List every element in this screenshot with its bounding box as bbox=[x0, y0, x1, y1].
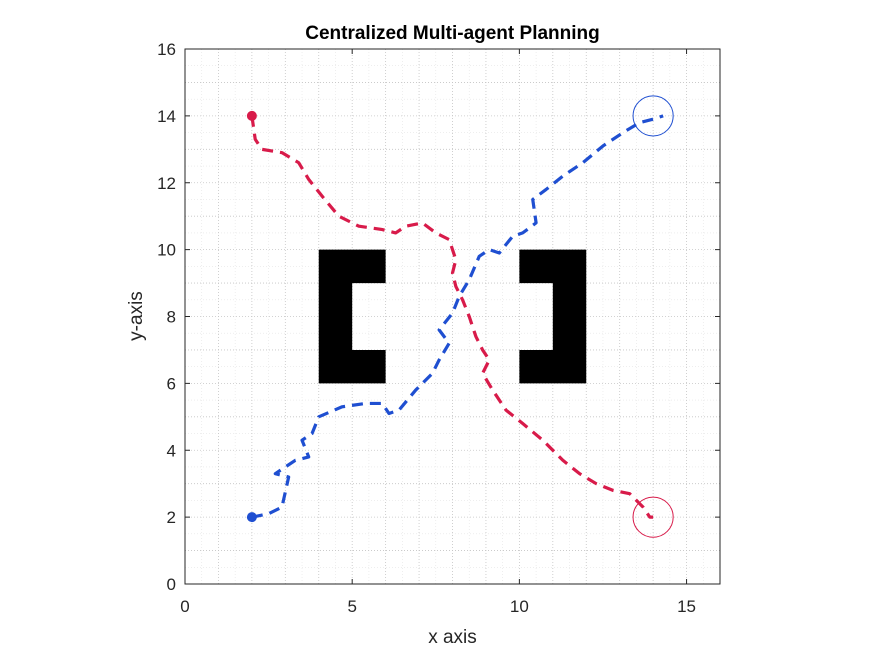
x-tick-label: 10 bbox=[510, 597, 529, 616]
y-tick-label: 10 bbox=[157, 241, 176, 260]
obstacle-left-bracket bbox=[318, 249, 386, 384]
chart-title: Centralized Multi-agent Planning bbox=[305, 23, 600, 44]
obstacle-right-bracket bbox=[519, 249, 587, 384]
trajectory-line-2 bbox=[251, 114, 664, 519]
grid bbox=[184, 48, 721, 585]
y-tick-label: 0 bbox=[167, 575, 176, 594]
obstacles bbox=[318, 249, 587, 384]
y-tick-label: 12 bbox=[157, 174, 176, 193]
trajectory-line-1 bbox=[250, 115, 654, 519]
goal-circle-2 bbox=[632, 95, 674, 137]
trajectories bbox=[246, 95, 674, 538]
y-tick-label: 6 bbox=[167, 374, 176, 393]
x-tick-label: 0 bbox=[180, 597, 189, 616]
axis-ticks: 0 5 10 15 0 2 4 6 8 10 12 14 16 bbox=[157, 40, 720, 616]
y-tick-label: 2 bbox=[167, 508, 176, 527]
x-tick-label: 5 bbox=[347, 597, 356, 616]
y-axis-label: y-axis bbox=[126, 291, 147, 341]
y-tick-label: 4 bbox=[167, 441, 176, 460]
goal-circle-1 bbox=[632, 496, 674, 538]
start-marker-1 bbox=[246, 110, 257, 121]
start-marker-2 bbox=[246, 512, 257, 523]
y-tick-label: 8 bbox=[167, 308, 176, 327]
y-tick-label: 14 bbox=[157, 107, 176, 126]
y-tick-label: 16 bbox=[157, 40, 176, 59]
x-axis-label: x axis bbox=[428, 627, 477, 648]
x-tick-label: 15 bbox=[677, 597, 696, 616]
